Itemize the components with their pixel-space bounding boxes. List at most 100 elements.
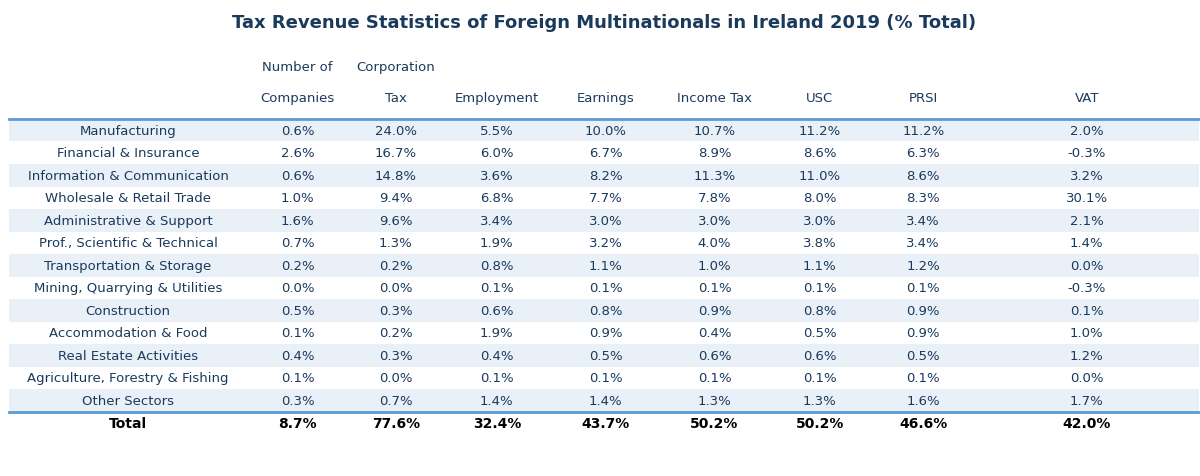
Text: 3.4%: 3.4% — [906, 237, 940, 250]
Text: 8.3%: 8.3% — [906, 192, 940, 205]
Text: Transportation & Storage: Transportation & Storage — [44, 259, 211, 272]
Text: 0.8%: 0.8% — [803, 304, 836, 317]
Text: 3.0%: 3.0% — [589, 214, 623, 228]
Text: 50.2%: 50.2% — [690, 416, 739, 430]
Text: 8.2%: 8.2% — [589, 169, 623, 182]
Text: 3.2%: 3.2% — [1070, 169, 1104, 182]
Bar — [10, 345, 1199, 367]
Text: Financial & Insurance: Financial & Insurance — [56, 147, 199, 160]
Text: 3.6%: 3.6% — [480, 169, 514, 182]
Text: 1.3%: 1.3% — [379, 237, 413, 250]
Text: 0.1%: 0.1% — [480, 282, 514, 295]
Text: 0.1%: 0.1% — [589, 282, 623, 295]
Text: 0.9%: 0.9% — [906, 327, 940, 340]
Text: 0.1%: 0.1% — [281, 327, 314, 340]
Text: 0.3%: 0.3% — [379, 349, 413, 362]
Text: 1.6%: 1.6% — [906, 394, 940, 407]
Text: 1.6%: 1.6% — [281, 214, 314, 228]
Text: 2.1%: 2.1% — [1070, 214, 1104, 228]
Text: 8.0%: 8.0% — [803, 192, 836, 205]
Text: 1.3%: 1.3% — [697, 394, 731, 407]
Text: Employment: Employment — [455, 92, 539, 105]
Text: USC: USC — [806, 92, 833, 105]
Text: 10.7%: 10.7% — [694, 124, 736, 138]
Text: 9.6%: 9.6% — [379, 214, 413, 228]
Text: 1.4%: 1.4% — [1070, 237, 1104, 250]
Text: 0.2%: 0.2% — [379, 327, 413, 340]
Text: 7.8%: 7.8% — [697, 192, 731, 205]
Text: 30.1%: 30.1% — [1066, 192, 1108, 205]
Text: 0.9%: 0.9% — [589, 327, 623, 340]
Text: 8.6%: 8.6% — [803, 147, 836, 160]
Text: 4.0%: 4.0% — [697, 237, 731, 250]
Text: 1.1%: 1.1% — [589, 259, 623, 272]
Text: 11.2%: 11.2% — [902, 124, 944, 138]
Text: 5.5%: 5.5% — [480, 124, 514, 138]
Text: 3.4%: 3.4% — [480, 214, 514, 228]
Text: Information & Communication: Information & Communication — [28, 169, 228, 182]
Bar — [10, 277, 1199, 299]
Text: 0.0%: 0.0% — [379, 372, 413, 385]
Text: 46.6%: 46.6% — [899, 416, 947, 430]
Text: 0.5%: 0.5% — [906, 349, 940, 362]
Text: 0.1%: 0.1% — [589, 372, 623, 385]
Text: 1.4%: 1.4% — [589, 394, 623, 407]
Text: 0.2%: 0.2% — [379, 259, 413, 272]
Text: 0.1%: 0.1% — [1070, 304, 1104, 317]
Bar — [10, 389, 1199, 412]
Text: Income Tax: Income Tax — [677, 92, 752, 105]
Text: 6.3%: 6.3% — [906, 147, 940, 160]
Text: 7.7%: 7.7% — [589, 192, 623, 205]
Text: 1.1%: 1.1% — [803, 259, 836, 272]
Bar — [10, 299, 1199, 322]
Text: 0.7%: 0.7% — [281, 237, 314, 250]
Text: Manufacturing: Manufacturing — [79, 124, 176, 138]
Text: Corporation: Corporation — [356, 61, 436, 74]
Text: -0.3%: -0.3% — [1068, 147, 1106, 160]
Text: 0.9%: 0.9% — [697, 304, 731, 317]
Text: 0.4%: 0.4% — [480, 349, 514, 362]
Text: 42.0%: 42.0% — [1063, 416, 1111, 430]
Text: 1.0%: 1.0% — [1070, 327, 1104, 340]
Text: 8.9%: 8.9% — [697, 147, 731, 160]
Text: Companies: Companies — [260, 92, 335, 105]
Text: 0.8%: 0.8% — [480, 259, 514, 272]
Bar — [10, 119, 1199, 142]
Text: 9.4%: 9.4% — [379, 192, 413, 205]
Text: Real Estate Activities: Real Estate Activities — [58, 349, 198, 362]
Text: 6.0%: 6.0% — [480, 147, 514, 160]
Text: 0.8%: 0.8% — [589, 304, 623, 317]
Text: 0.1%: 0.1% — [281, 372, 314, 385]
Text: 8.6%: 8.6% — [906, 169, 940, 182]
Text: 0.1%: 0.1% — [803, 282, 836, 295]
Text: 0.6%: 0.6% — [281, 124, 314, 138]
Text: 0.5%: 0.5% — [803, 327, 836, 340]
Bar — [10, 142, 1199, 165]
Text: 1.0%: 1.0% — [697, 259, 731, 272]
Text: Prof., Scientific & Technical: Prof., Scientific & Technical — [38, 237, 217, 250]
Text: 1.9%: 1.9% — [480, 237, 514, 250]
Text: 6.8%: 6.8% — [480, 192, 514, 205]
Text: 2.6%: 2.6% — [281, 147, 314, 160]
Text: 1.2%: 1.2% — [906, 259, 940, 272]
Text: Administrative & Support: Administrative & Support — [43, 214, 212, 228]
Text: Total: Total — [109, 416, 148, 430]
Text: 3.4%: 3.4% — [906, 214, 940, 228]
Text: Accommodation & Food: Accommodation & Food — [49, 327, 208, 340]
Text: Tax: Tax — [385, 92, 407, 105]
Bar — [10, 209, 1199, 232]
Text: 0.1%: 0.1% — [480, 372, 514, 385]
Text: 24.0%: 24.0% — [374, 124, 416, 138]
Text: 0.3%: 0.3% — [379, 304, 413, 317]
Text: 0.1%: 0.1% — [697, 372, 731, 385]
Text: Earnings: Earnings — [577, 92, 635, 105]
Text: 14.8%: 14.8% — [374, 169, 416, 182]
Bar — [10, 165, 1199, 187]
Text: 50.2%: 50.2% — [796, 416, 844, 430]
Text: 11.2%: 11.2% — [799, 124, 841, 138]
Text: 77.6%: 77.6% — [372, 416, 420, 430]
Text: 0.6%: 0.6% — [803, 349, 836, 362]
Text: 2.0%: 2.0% — [1070, 124, 1104, 138]
Text: -0.3%: -0.3% — [1068, 282, 1106, 295]
Text: 0.0%: 0.0% — [1070, 259, 1104, 272]
